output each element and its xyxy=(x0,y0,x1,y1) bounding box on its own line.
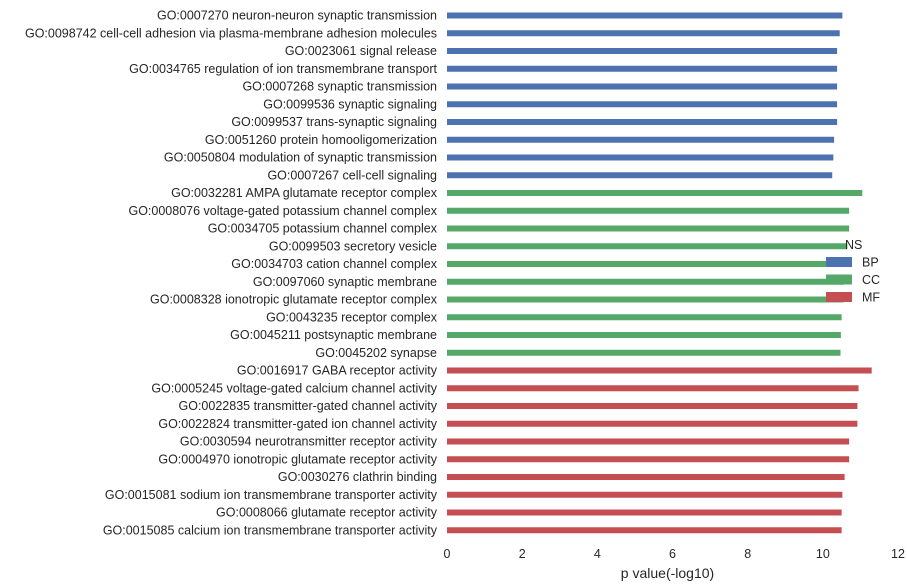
legend-label-bp: BP xyxy=(862,256,879,270)
bar-cc xyxy=(447,278,844,285)
category-label: GO:0007270 neuron-neuron synaptic transm… xyxy=(157,9,437,23)
category-label: GO:0045211 postsynaptic membrane xyxy=(230,328,437,342)
category-label: GO:0099536 synaptic signaling xyxy=(263,97,437,111)
category-label: GO:0005245 voltage-gated calcium channel… xyxy=(151,381,437,395)
bar-mf xyxy=(447,420,858,427)
category-label: GO:0015081 sodium ion transmembrane tran… xyxy=(105,488,438,502)
bar-mf xyxy=(447,367,872,374)
bar-bp xyxy=(447,154,834,161)
category-label: GO:0022824 transmitter-gated ion channel… xyxy=(158,417,437,431)
bar-bp xyxy=(447,101,838,108)
bar-mf xyxy=(447,456,850,463)
category-label: GO:0008066 glutamate receptor activity xyxy=(216,506,438,520)
bar-cc xyxy=(447,261,846,267)
legend-label-cc: CC xyxy=(862,273,880,287)
legend-swatch-mf xyxy=(826,292,852,302)
legend-swatch-bp xyxy=(826,257,852,267)
category-label: GO:0023061 signal release xyxy=(285,44,437,58)
bar-bp xyxy=(447,30,840,37)
x-tick-label: 2 xyxy=(519,547,526,561)
category-label: GO:0032281 AMPA glutamate receptor compl… xyxy=(171,186,438,200)
category-label: GO:0050804 modulation of synaptic transm… xyxy=(164,151,437,165)
legend-title: NS xyxy=(845,238,862,252)
bar-mf xyxy=(447,438,850,445)
x-tick-label: 0 xyxy=(444,547,451,561)
category-label: GO:0034705 potassium channel complex xyxy=(208,222,438,236)
legend: NS BP CC MF xyxy=(826,238,880,305)
category-label: GO:0098742 cell-cell adhesion via plasma… xyxy=(25,26,437,40)
category-label: GO:0043235 receptor complex xyxy=(266,310,438,324)
bar-cc xyxy=(447,207,850,214)
category-label: GO:0099503 secretory vesicle xyxy=(269,239,437,253)
category-label: GO:0015085 calcium ion transmembrane tra… xyxy=(103,523,438,537)
bar-mf xyxy=(447,527,842,534)
bar-cc xyxy=(447,349,841,356)
bar-mf xyxy=(447,385,859,392)
x-tick-label: 10 xyxy=(816,547,830,561)
x-axis-ticks: 0 2 4 6 8 10 12 xyxy=(444,547,905,561)
bar-bp xyxy=(447,65,838,72)
x-tick-label: 4 xyxy=(594,547,601,561)
bar-bp xyxy=(447,119,838,125)
bar-mf xyxy=(447,509,842,516)
bar-bp xyxy=(447,83,838,90)
category-label: GO:0097060 synaptic membrane xyxy=(253,275,437,289)
x-tick-label: 12 xyxy=(891,547,905,561)
category-label: GO:0030276 clathrin binding xyxy=(278,470,437,484)
bar-cc xyxy=(447,190,863,196)
x-tick-label: 8 xyxy=(744,547,751,561)
bar-bp xyxy=(447,136,835,143)
bar-mf xyxy=(447,491,843,498)
category-label: GO:0016917 GABA receptor activity xyxy=(237,364,438,378)
bar-cc xyxy=(447,296,844,303)
bar-cc xyxy=(447,225,850,232)
category-label: GO:0008328 ionotropic glutamate receptor… xyxy=(150,293,438,307)
legend-label-mf: MF xyxy=(862,291,880,305)
category-label: GO:0007268 synaptic transmission xyxy=(242,80,437,94)
bars-group xyxy=(447,12,872,534)
category-label: GO:0034765 regulation of ion transmembra… xyxy=(129,62,437,76)
bar-cc xyxy=(447,314,842,321)
category-label: GO:0004970 ionotropic glutamate receptor… xyxy=(158,452,437,466)
category-label: GO:0045202 synapse xyxy=(315,346,437,360)
category-label: GO:0051260 protein homooligomerization xyxy=(205,133,437,147)
category-label: GO:0022835 transmitter-gated channel act… xyxy=(179,399,438,413)
bar-mf xyxy=(447,403,858,409)
category-labels: GO:0007270 neuron-neuron synaptic transm… xyxy=(25,9,438,538)
bar-bp xyxy=(447,48,838,54)
bar-mf xyxy=(447,474,845,480)
category-label: GO:0034703 cation channel complex xyxy=(231,257,437,271)
bar-cc xyxy=(447,243,848,250)
x-tick-label: 6 xyxy=(669,547,676,561)
legend-swatch-cc xyxy=(826,274,852,285)
category-label: GO:0008076 voltage-gated potassium chann… xyxy=(128,204,437,218)
category-label: GO:0099537 trans-synaptic signaling xyxy=(231,115,437,129)
bar-cc xyxy=(447,332,841,338)
category-label: GO:0007267 cell-cell signaling xyxy=(267,168,437,182)
x-axis-label: p value(-log10) xyxy=(621,565,714,581)
bar-bp xyxy=(447,12,843,19)
bar-bp xyxy=(447,172,833,179)
category-label: GO:0030594 neurotransmitter receptor act… xyxy=(180,435,438,449)
